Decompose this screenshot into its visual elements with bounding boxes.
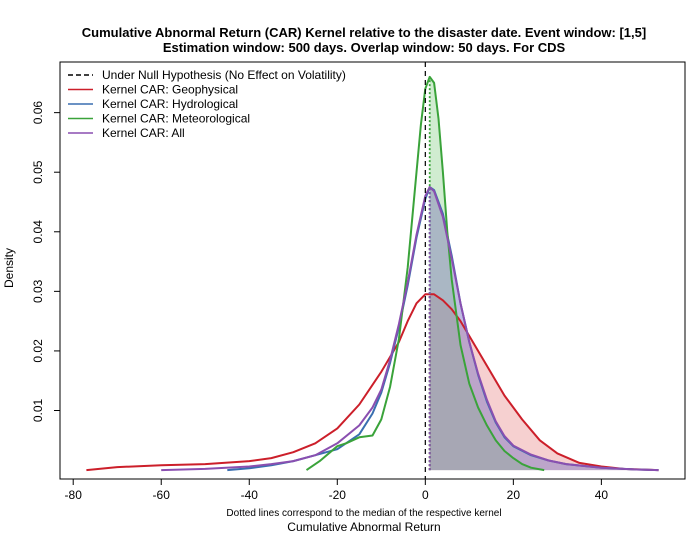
y-tick-label: 0.02: [31, 339, 45, 363]
legend: Under Null Hypothesis (No Effect on Vola…: [68, 68, 346, 140]
x-axis-note: Dotted lines correspond to the median of…: [226, 508, 501, 519]
x-tick-label: -60: [153, 488, 171, 502]
y-tick-label: 0.05: [31, 160, 45, 184]
x-tick-label: -40: [241, 488, 259, 502]
x-axis-label: Cumulative Abnormal Return: [287, 520, 440, 534]
legend-item-kernel-car-all: Kernel CAR: All: [68, 126, 185, 140]
x-tick-label: -80: [65, 488, 83, 502]
x-tick-label: 20: [507, 488, 521, 502]
series-fills: [429, 76, 659, 471]
y-tick-label: 0.04: [31, 220, 45, 244]
legend-item-kernel-car-geophysical: Kernel CAR: Geophysical: [68, 83, 238, 97]
legend-label: Kernel CAR: Meteorological: [102, 112, 250, 126]
x-tick-label: 0: [422, 488, 429, 502]
y-tick-label: 0.06: [31, 101, 45, 125]
line-kernel-car-all: [161, 186, 659, 472]
chart-title: Cumulative Abnormal Return (CAR) Kernel …: [82, 25, 646, 40]
legend-label: Kernel CAR: Geophysical: [102, 83, 238, 97]
y-axis-label: Density: [2, 248, 16, 288]
legend-item-under-null-hypothesis-no-effect-on-volatility: Under Null Hypothesis (No Effect on Vola…: [68, 68, 346, 82]
legend-label: Kernel CAR: All: [102, 126, 185, 140]
legend-item-kernel-car-meteorological: Kernel CAR: Meteorological: [68, 112, 250, 126]
x-tick-label: -20: [329, 488, 347, 502]
y-tick-label: 0.03: [31, 279, 45, 303]
chart-subtitle: Estimation window: 500 days. Overlap win…: [163, 40, 566, 55]
series-lines: [86, 75, 659, 472]
line-kernel-car-meteorological: [305, 75, 545, 472]
y-axis: 0.01 0.02 0.03 0.04 0.05 0.06: [31, 101, 61, 422]
series-kernel-car-all: [161, 186, 659, 472]
area-kernel-car-hydrological: [429, 187, 659, 471]
x-tick-label: 40: [595, 488, 609, 502]
series-kernel-car-meteorological: [305, 75, 545, 472]
series-kernel-car-geophysical: [86, 293, 659, 472]
area-kernel-car-meteorological: [429, 76, 545, 471]
y-tick-label: 0.01: [31, 398, 45, 422]
legend-label: Kernel CAR: Hydrological: [102, 97, 238, 111]
legend-item-kernel-car-hydrological: Kernel CAR: Hydrological: [68, 97, 238, 111]
legend-label: Under Null Hypothesis (No Effect on Vola…: [102, 68, 346, 82]
area-kernel-car-all: [429, 187, 659, 471]
line-kernel-car-geophysical: [86, 293, 659, 472]
x-axis: -80 -60 -40 -20 0 20 40: [65, 478, 609, 502]
